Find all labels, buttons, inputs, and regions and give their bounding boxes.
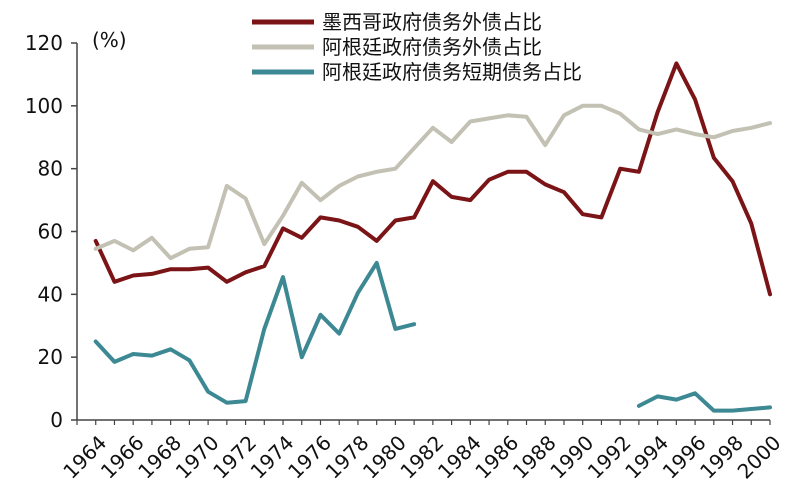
series-line-1 xyxy=(93,103,772,261)
x-tick-label: 1982 xyxy=(395,431,448,484)
x-tick-label: 1972 xyxy=(208,431,261,484)
y-tick-label: 80 xyxy=(38,157,63,181)
legend-label-2: 阿根廷政府债务短期债务占比 xyxy=(322,60,582,84)
x-tick-label: 2000 xyxy=(733,431,786,484)
y-unit-label: (%) xyxy=(92,28,127,52)
x-tick-label: 1986 xyxy=(470,431,523,484)
x-tick-label: 1968 xyxy=(133,431,186,484)
x-tick-label: 1978 xyxy=(321,431,374,484)
x-tick-label: 1980 xyxy=(358,431,411,484)
legend-label-1: 阿根廷政府债务外债占比 xyxy=(322,35,542,59)
x-tick-label: 1966 xyxy=(96,431,149,484)
x-tick-label: 1988 xyxy=(508,431,561,484)
x-tick-label: 1994 xyxy=(620,431,673,484)
x-tick-label: 1984 xyxy=(433,431,486,484)
series-line-2 xyxy=(93,260,772,413)
y-tick-label: 60 xyxy=(38,220,63,244)
chart-axes xyxy=(76,43,770,421)
x-axis-ticks: 1964196619681970197219741976197819801982… xyxy=(58,420,786,484)
y-tick-label: 20 xyxy=(38,345,63,369)
x-tick-label: 1964 xyxy=(58,431,111,484)
x-tick-label: 1992 xyxy=(583,431,636,484)
y-axis-ticks: 0 20 40 60 80 100 120 xyxy=(25,31,77,432)
x-tick-label: 1998 xyxy=(695,431,748,484)
series-line-0 xyxy=(93,61,772,297)
x-tick-label: 1974 xyxy=(246,431,299,484)
x-tick-label: 1996 xyxy=(658,431,711,484)
y-tick-label: 120 xyxy=(25,31,63,55)
y-tick-label: 40 xyxy=(38,282,63,306)
x-tick-label: 1970 xyxy=(171,431,224,484)
legend-label-0: 墨西哥政府债务外债占比 xyxy=(322,10,542,34)
y-tick-label: 0 xyxy=(50,408,63,432)
x-tick-label: 1976 xyxy=(283,431,336,484)
series-lines xyxy=(93,61,772,413)
y-tick-label: 100 xyxy=(25,94,63,118)
x-tick-label: 1990 xyxy=(545,431,598,484)
